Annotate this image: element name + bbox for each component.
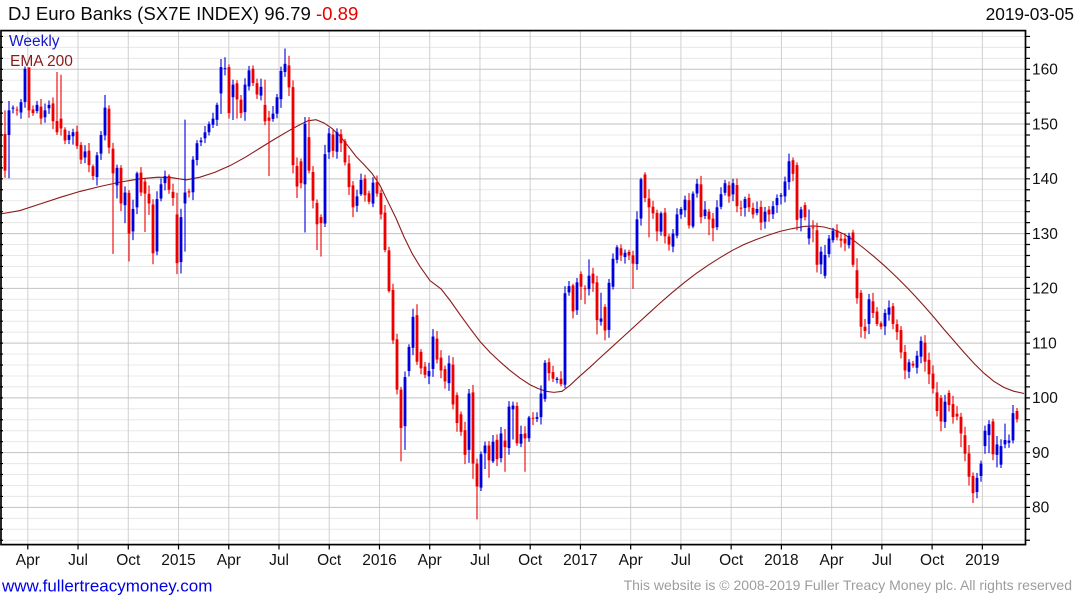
- svg-text:Oct: Oct: [719, 552, 744, 569]
- svg-text:Apr: Apr: [16, 552, 40, 569]
- svg-text:140: 140: [1032, 171, 1058, 188]
- svg-text:Oct: Oct: [920, 552, 945, 569]
- svg-text:90: 90: [1032, 445, 1050, 462]
- svg-text:130: 130: [1032, 226, 1058, 243]
- svg-text:Jul: Jul: [68, 552, 88, 569]
- svg-text:Apr: Apr: [820, 552, 844, 569]
- svg-text:2017: 2017: [563, 552, 597, 569]
- svg-text:150: 150: [1032, 116, 1058, 133]
- svg-text:Jul: Jul: [671, 552, 691, 569]
- svg-text:2019-03-05: 2019-03-05: [986, 4, 1074, 24]
- svg-text:2016: 2016: [362, 552, 396, 569]
- svg-text:Jul: Jul: [470, 552, 490, 569]
- svg-text:This website is © 2008-2019 Fu: This website is © 2008-2019 Fuller Treac…: [624, 577, 1072, 593]
- svg-text:Weekly: Weekly: [9, 33, 60, 50]
- svg-text:160: 160: [1032, 62, 1058, 79]
- svg-text:Jul: Jul: [872, 552, 892, 569]
- svg-text:Apr: Apr: [418, 552, 442, 569]
- svg-text:Oct: Oct: [317, 552, 342, 569]
- svg-text:EMA 200: EMA 200: [10, 53, 73, 70]
- svg-text:80: 80: [1032, 500, 1050, 517]
- svg-text:2018: 2018: [764, 552, 798, 569]
- svg-text:100: 100: [1032, 390, 1058, 407]
- svg-text:2015: 2015: [161, 552, 195, 569]
- svg-text:www.fullertreacymoney.com: www.fullertreacymoney.com: [1, 577, 212, 596]
- svg-text:Oct: Oct: [518, 552, 543, 569]
- svg-text:Apr: Apr: [217, 552, 241, 569]
- svg-text:2019: 2019: [965, 552, 999, 569]
- svg-text:Apr: Apr: [619, 552, 643, 569]
- svg-text:DJ Euro Banks (SX7E INDEX) 96.: DJ Euro Banks (SX7E INDEX) 96.79 -0.89: [8, 3, 358, 24]
- svg-text:Jul: Jul: [269, 552, 289, 569]
- svg-text:120: 120: [1032, 281, 1058, 298]
- svg-text:Oct: Oct: [116, 552, 141, 569]
- svg-text:110: 110: [1032, 335, 1057, 352]
